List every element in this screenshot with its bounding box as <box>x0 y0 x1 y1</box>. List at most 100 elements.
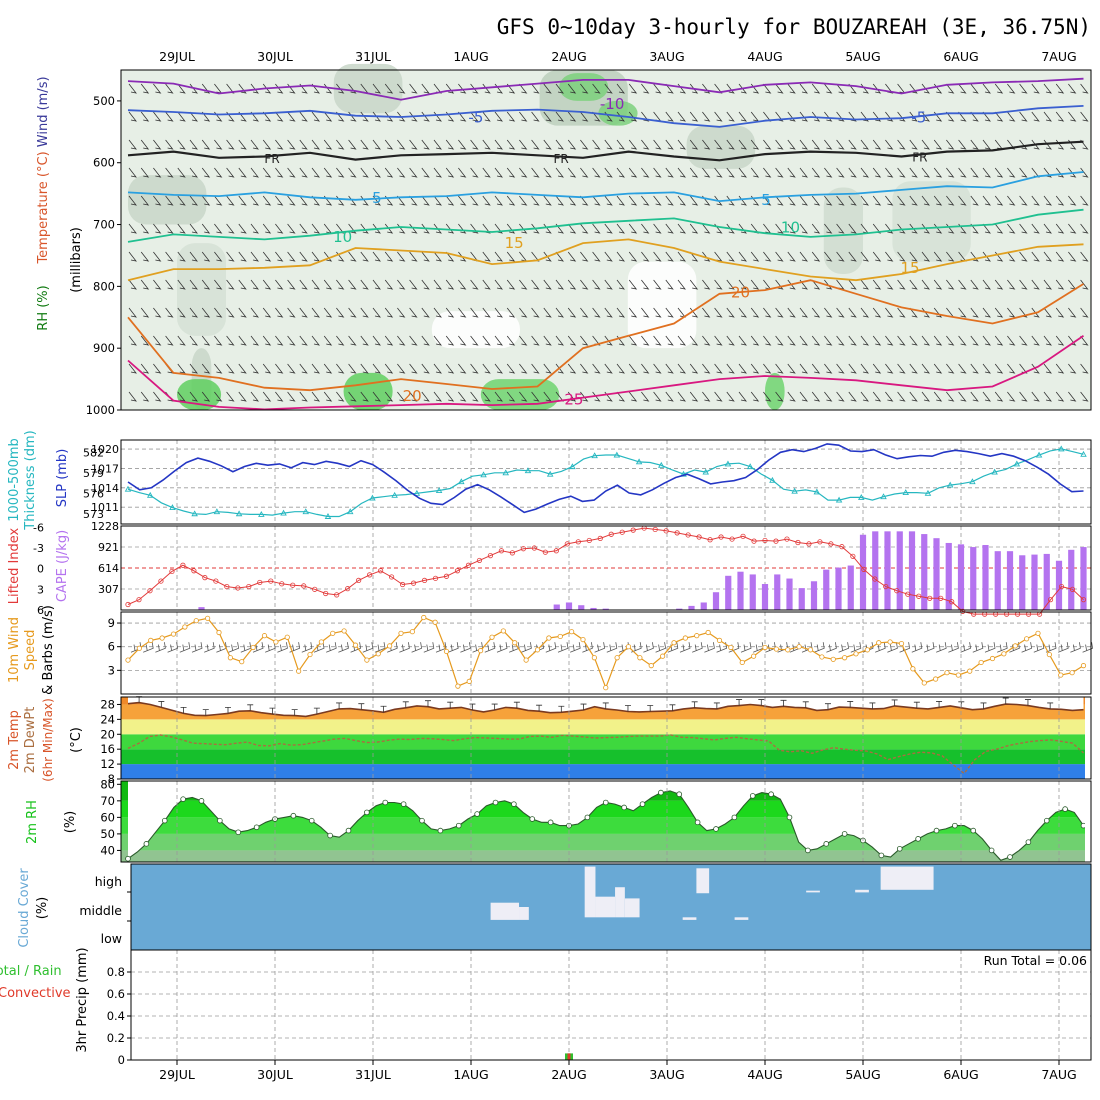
wind-barb <box>1058 642 1069 653</box>
lifted-index-marker <box>663 528 669 534</box>
wind-barb <box>679 642 691 653</box>
wind-barb <box>470 279 479 290</box>
wind-barb <box>543 363 552 374</box>
wind-barb <box>177 83 186 94</box>
rh-marker <box>584 814 591 821</box>
wind-barb <box>311 307 320 318</box>
lifted-index-marker <box>378 568 384 574</box>
wind-barb <box>1055 195 1065 206</box>
wind-barb <box>265 642 276 653</box>
wind-barb <box>824 167 833 178</box>
wind-barb <box>580 139 589 150</box>
wind-barb <box>506 391 516 402</box>
wind-barb <box>323 139 333 150</box>
wind-barb <box>226 335 235 346</box>
wind-barb <box>714 111 723 122</box>
slp-axis-label: SLP (mb) <box>55 449 70 508</box>
wind-barb <box>984 642 996 653</box>
wind-barb <box>714 307 723 318</box>
lifted-index-marker <box>795 539 801 546</box>
lifted-index-marker <box>191 568 197 574</box>
wind-barb <box>897 223 906 234</box>
wind-barb <box>458 307 467 318</box>
wind-barb <box>397 307 406 318</box>
wind-barb <box>567 83 577 94</box>
wind-barb <box>909 139 918 150</box>
wind-speed-marker <box>239 659 245 665</box>
wind-barb <box>1068 195 1077 206</box>
wind-barb <box>543 111 552 122</box>
wind-speed-marker <box>603 685 609 691</box>
wind-barb <box>409 195 418 206</box>
wind-barb <box>482 391 491 402</box>
thickness-marker <box>924 489 932 496</box>
rh-marker <box>125 855 131 862</box>
wind-barb <box>287 363 296 374</box>
wind-barb <box>763 363 772 374</box>
wind-barb <box>531 139 540 150</box>
wind-speed-marker <box>227 655 233 661</box>
wind-barb <box>970 363 979 374</box>
wind-barb <box>397 83 406 94</box>
wind-barb <box>775 83 784 94</box>
wind-speed-marker <box>1046 651 1052 658</box>
wind-barb <box>836 363 845 374</box>
wind-barb <box>299 139 308 150</box>
wind-barb <box>289 642 301 653</box>
wind-barb <box>897 167 906 178</box>
temp-band <box>121 719 1091 735</box>
date-label-bottom: 31JUL <box>355 1067 391 1082</box>
wind-barb <box>641 391 650 402</box>
lifted-index-marker <box>334 592 340 598</box>
wind-barb <box>787 391 796 402</box>
wind-barb <box>228 642 240 653</box>
wind-barb <box>726 307 735 318</box>
wind-speed-marker <box>625 644 632 650</box>
rh-marker <box>180 796 186 802</box>
wind-barb <box>165 195 174 206</box>
minmax-whisker <box>580 703 587 711</box>
wind-barb <box>494 251 503 262</box>
wind-barb <box>872 363 882 374</box>
wind-axis-label: 10m Wind <box>7 617 22 683</box>
wind-barb <box>921 251 930 262</box>
axis-label-part: Cloud Cover <box>17 868 32 948</box>
wind-barb <box>653 139 662 150</box>
thickness-marker <box>258 511 265 517</box>
wind-barb <box>933 139 943 150</box>
minmax-whisker <box>313 707 320 715</box>
wind-barb <box>738 83 747 94</box>
wind-barb <box>506 335 516 346</box>
wind-barb <box>799 307 808 318</box>
wind-barb <box>299 83 308 94</box>
wind-barb <box>445 391 455 402</box>
wind-barb <box>519 139 528 150</box>
wind-speed-marker <box>261 633 268 639</box>
wind-barb <box>1021 642 1033 653</box>
tick-label: 0.2 <box>107 1031 125 1045</box>
lifted-index-marker <box>301 583 307 589</box>
wind-barb <box>714 391 723 402</box>
wind-barb <box>885 363 894 374</box>
wind-barb <box>958 307 967 318</box>
wind-barb <box>140 111 150 122</box>
cape-bar <box>786 578 793 610</box>
wind-barb <box>409 307 418 318</box>
wind-barb <box>738 279 747 290</box>
wind-barb <box>384 335 394 346</box>
wind-barb <box>177 391 186 402</box>
wind-barb <box>1082 642 1094 653</box>
cape-bar <box>872 531 879 610</box>
wind-barb <box>628 111 638 122</box>
panel-frame <box>120 780 1092 863</box>
wind-barb <box>1055 391 1065 402</box>
wind-barb <box>311 167 320 178</box>
lifted-index-marker <box>938 595 944 601</box>
lifted-index-marker <box>147 588 153 594</box>
wind-barb <box>433 139 442 150</box>
lifted-index-marker <box>345 586 351 592</box>
dewpoint-line <box>127 734 1084 775</box>
minmax-whisker <box>891 699 898 706</box>
wind-barb <box>214 251 223 262</box>
cloud-block <box>682 917 697 920</box>
